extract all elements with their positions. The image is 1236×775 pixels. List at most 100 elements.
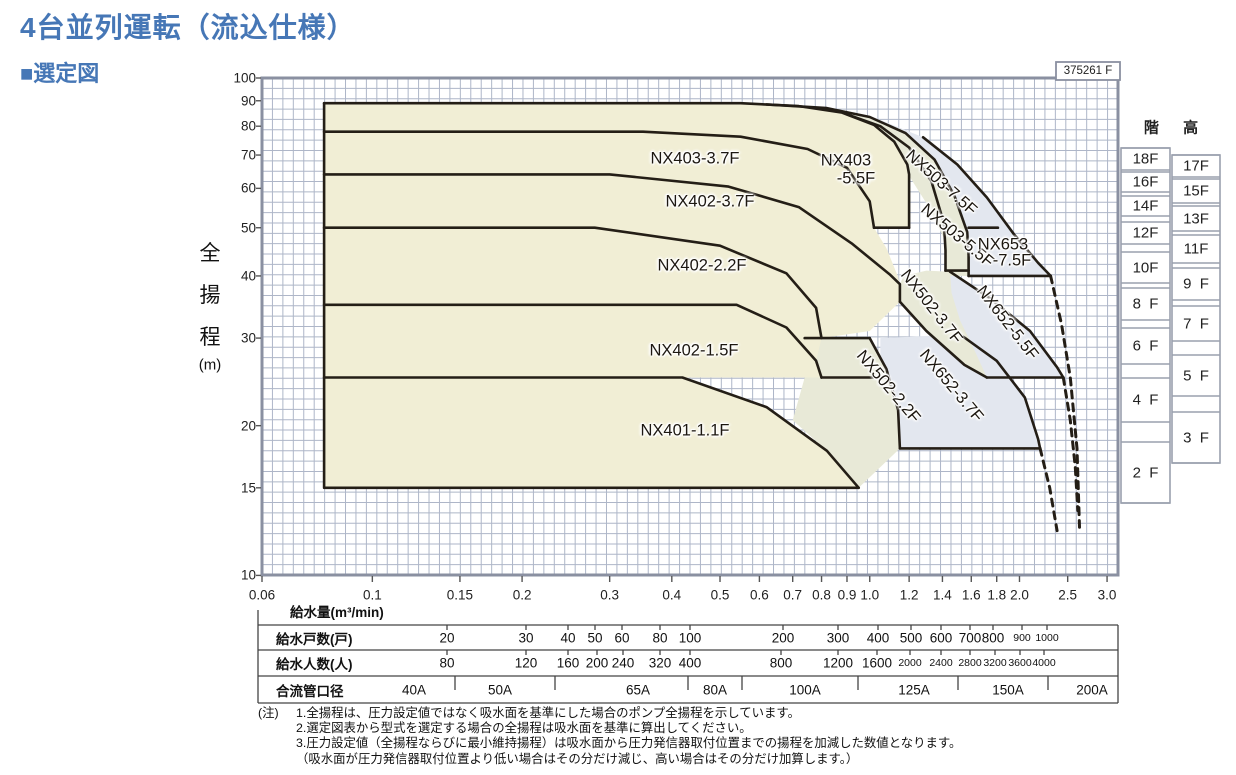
table-value-20: 20	[439, 630, 455, 645]
axis-ticks	[256, 77, 1108, 582]
nx402-22f-envelope-curve	[322, 226, 823, 340]
x-tick-label-0.4: 0.4	[662, 587, 682, 603]
floor-box-6F: 6 F	[1132, 337, 1159, 355]
y-tick-label-60: 60	[240, 180, 256, 196]
table-value-800: 800	[769, 655, 793, 671]
nx652-55f-envelope-curve	[948, 270, 1065, 379]
notes-prefix: (注)	[258, 706, 279, 720]
model-label-55f: -5.5F	[836, 169, 876, 188]
table-value-80: 80	[439, 655, 455, 671]
model-label-nx403: NX403	[820, 151, 872, 170]
table-value-700: 700	[958, 630, 982, 645]
y-axis-label-char: 全	[199, 242, 221, 265]
table-value-800: 800	[981, 630, 1005, 645]
table-value-50A: 50A	[487, 682, 513, 697]
floor-box-3F: 3 F	[1183, 429, 1209, 446]
nx503-55f-envelope-curve	[845, 113, 947, 272]
region-nx50x-mid	[899, 270, 987, 378]
table-value-40A: 40A	[401, 682, 427, 697]
table-value-300: 300	[826, 630, 850, 645]
table-value-600: 600	[929, 630, 953, 645]
note-line-4: （吸水面が圧力発信器取付位置より低い場合はその分だけ減じ、高い場合はその分だけ加…	[296, 751, 859, 766]
floor-box-9F: 9 F	[1183, 275, 1209, 293]
table-value-2000: 2000	[898, 657, 922, 669]
table-value-3200: 3200	[983, 657, 1007, 669]
model-label-nx50237f: NX502-3.7F	[896, 266, 966, 348]
table-row-label-2: 合流管口径	[276, 683, 344, 699]
x-tick-label-0.7: 0.7	[783, 587, 803, 603]
floor-box-18F: 18F	[1132, 150, 1159, 168]
doc-number: 375261 F	[1063, 65, 1113, 77]
nx652-55f-extension-dashed-curve	[1061, 376, 1080, 513]
table-row-label-0: 給水戸数(戸)	[276, 631, 353, 647]
floor-box-7F: 7 F	[1183, 315, 1209, 332]
nx652-37f-envelope-curve	[958, 333, 1042, 450]
nx402-15f-envelope-curve	[322, 303, 823, 379]
x-tick-label-0.9: 0.9	[837, 587, 857, 603]
table-value-1600: 1600	[861, 655, 893, 671]
x-tick-label-0.1: 0.1	[362, 587, 382, 603]
table-value-65A: 65A	[625, 682, 651, 697]
floor-box-10F: 10F	[1132, 259, 1159, 276]
y-tick-label-90: 90	[240, 93, 256, 109]
y-tick-label-80: 80	[240, 118, 256, 134]
y-tick-label-30: 30	[240, 330, 256, 346]
floor-columns	[1120, 147, 1221, 504]
nx653-75f-envelope-curve	[921, 136, 1052, 278]
x-tick-label-1.6: 1.6	[961, 587, 981, 603]
x-tick-label-3.0: 3.0	[1097, 587, 1117, 603]
floor-box-4F: 4 F	[1132, 391, 1159, 409]
floor-box-14F: 14F	[1132, 197, 1159, 215]
nx653-75f-extension-dashed-curve	[1049, 274, 1081, 529]
region-nx50x-upper	[740, 103, 969, 276]
floor-box-13F: 13F	[1183, 210, 1209, 227]
nx502-22f-envelope-curve	[868, 336, 902, 450]
model-label-nx65255f: NX652-5.5F	[972, 282, 1042, 364]
y-tick-label-10: 10	[240, 567, 256, 583]
y-axis-unit: (m)	[198, 356, 222, 374]
x-tick-label-0.2: 0.2	[512, 587, 532, 603]
model-label-nx50375f: NX503-7.5F	[902, 146, 981, 220]
y-tick-label-50: 50	[240, 220, 256, 236]
floor-box-17F: 17F	[1183, 157, 1209, 175]
table-value-125A: 125A	[898, 682, 930, 697]
table-value-200: 200	[585, 655, 609, 671]
y-axis-label-char: 揚	[199, 284, 221, 307]
x-axis-label: 給水量(m³/min)	[290, 605, 384, 620]
table-value-900: 900	[1013, 631, 1031, 644]
table-value-80A: 80A	[702, 682, 728, 697]
model-label-nx50222f: NX502-2.2F	[852, 346, 924, 427]
model-label-75f: -7.5F	[992, 251, 1032, 270]
table-row-label-1: 給水人数(人)	[276, 657, 353, 672]
x-tick-label-1.2: 1.2	[899, 587, 919, 603]
table-value-400: 400	[678, 655, 702, 671]
model-label-nx653: NX653	[977, 235, 1029, 254]
model-label-nx40337f: NX403-3.7F	[650, 149, 740, 168]
table-value-200: 200	[771, 630, 795, 645]
floor-box-15F: 15F	[1183, 182, 1209, 200]
note-line-2: 2.選定図表から型式を選定する場合の全揚程は吸水面を基準に算出してください。	[296, 721, 752, 736]
page-title: 4台並列運転（流込仕様）	[20, 12, 356, 43]
notes-block: (注) 1.全揚程は、圧力設定値ではなく吸水面を基準にした場合のポンプ全揚程を示…	[258, 706, 961, 767]
table-value-50: 50	[587, 630, 603, 645]
table-value-3600: 3600	[1008, 657, 1032, 669]
x-tick-label-1.4: 1.4	[933, 587, 952, 603]
nx503-75f-envelope-curve	[765, 103, 970, 278]
nx401-11f-envelope-curve	[322, 376, 860, 490]
x-tick-label-1.8: 1.8	[987, 587, 1007, 603]
x-tick-label-1.0: 1.0	[860, 587, 880, 603]
table-value-30: 30	[518, 630, 534, 645]
x-tick-label-0.6: 0.6	[750, 587, 769, 603]
model-label-nx40237f: NX402-3.7F	[665, 192, 755, 211]
model-label-nx65237f: NX652-3.7F	[915, 345, 987, 426]
table-value-2400: 2400	[929, 657, 953, 669]
floor-box-8F: 8 F	[1132, 295, 1159, 313]
floor-box-16F: 16F	[1132, 173, 1159, 191]
table-value-150A: 150A	[992, 682, 1024, 697]
table-value-160: 160	[556, 655, 580, 671]
flow-tables	[257, 610, 1119, 704]
note-line-1: 1.全揚程は、圧力設定値ではなく吸水面を基準にした場合のポンプ全揚程を示していま…	[296, 706, 800, 720]
